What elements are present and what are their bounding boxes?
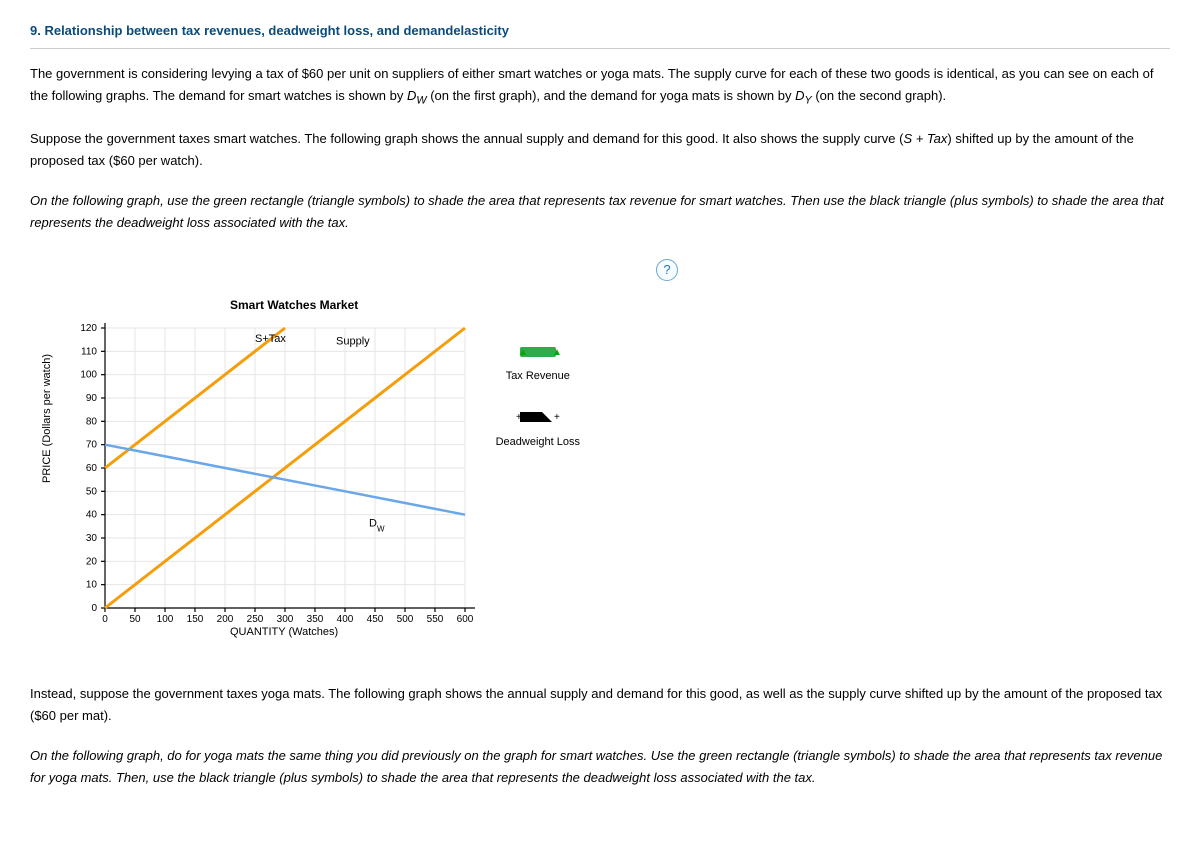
- svg-text:0: 0: [102, 614, 108, 625]
- chart-legend: ▲ ▲ Tax Revenue + + Deadweight Loss: [496, 343, 580, 474]
- svg-text:0: 0: [91, 603, 97, 614]
- svg-text:600: 600: [457, 614, 474, 625]
- svg-text:▲: ▲: [518, 347, 528, 358]
- svg-text:50: 50: [86, 486, 98, 497]
- dwl-icon: + +: [514, 408, 562, 426]
- svg-text:10: 10: [86, 579, 98, 590]
- svg-text:S+Tax: S+Tax: [255, 333, 286, 345]
- svg-text:40: 40: [86, 509, 98, 520]
- p1-text-b: (on the first graph), and the demand for…: [427, 88, 796, 103]
- legend-tax-label: Tax Revenue: [506, 370, 570, 382]
- svg-text:50: 50: [129, 614, 141, 625]
- svg-text:100: 100: [80, 369, 97, 380]
- svg-text:120: 120: [80, 323, 97, 334]
- svg-text:70: 70: [86, 439, 98, 450]
- svg-text:550: 550: [427, 614, 444, 625]
- paragraph-2: Suppose the government taxes smart watch…: [30, 128, 1170, 172]
- tax-revenue-icon: ▲ ▲: [514, 343, 562, 361]
- p2-text-a: Suppose the government taxes smart watch…: [30, 131, 903, 146]
- svg-text:450: 450: [367, 614, 384, 625]
- svg-text:+: +: [516, 412, 522, 423]
- svg-text:400: 400: [337, 614, 354, 625]
- svg-text:Supply: Supply: [336, 335, 370, 347]
- svg-text:DW: DW: [369, 517, 385, 533]
- chart-plot[interactable]: 0501001502002503003504004505005506000102…: [60, 323, 480, 643]
- chart-title: Smart Watches Market: [230, 295, 358, 315]
- y-axis-label: PRICE (Dollars per watch): [38, 354, 57, 483]
- stax-var: S + Tax: [903, 131, 947, 146]
- legend-deadweight[interactable]: + + Deadweight Loss: [496, 408, 580, 451]
- svg-text:100: 100: [157, 614, 174, 625]
- chart-container: ? Smart Watches Market 05010015020025030…: [30, 253, 690, 653]
- p1-text-c: (on the second graph).: [812, 88, 946, 103]
- svg-text:30: 30: [86, 533, 98, 544]
- svg-text:80: 80: [86, 416, 98, 427]
- x-axis-label: QUANTITY (Watches): [230, 623, 338, 642]
- dY-var: DY: [795, 88, 812, 103]
- paragraph-1: The government is considering levying a …: [30, 63, 1170, 110]
- paragraph-4: Instead, suppose the government taxes yo…: [30, 683, 1170, 727]
- svg-text:60: 60: [86, 463, 98, 474]
- legend-dwl-label: Deadweight Loss: [496, 436, 580, 448]
- dW-var: DW: [407, 88, 427, 103]
- help-icon[interactable]: ?: [656, 259, 678, 281]
- question-heading: 9. Relationship between tax revenues, de…: [30, 20, 1170, 49]
- svg-text:110: 110: [81, 346, 97, 357]
- svg-text:+: +: [554, 412, 560, 423]
- paragraph-3-instruction: On the following graph, use the green re…: [30, 190, 1170, 234]
- svg-text:500: 500: [397, 614, 414, 625]
- legend-tax-revenue[interactable]: ▲ ▲ Tax Revenue: [496, 343, 580, 386]
- svg-text:90: 90: [86, 393, 98, 404]
- paragraph-5-instruction: On the following graph, do for yoga mats…: [30, 745, 1170, 789]
- svg-text:20: 20: [86, 556, 98, 567]
- svg-text:▲: ▲: [552, 347, 562, 358]
- svg-text:150: 150: [187, 614, 204, 625]
